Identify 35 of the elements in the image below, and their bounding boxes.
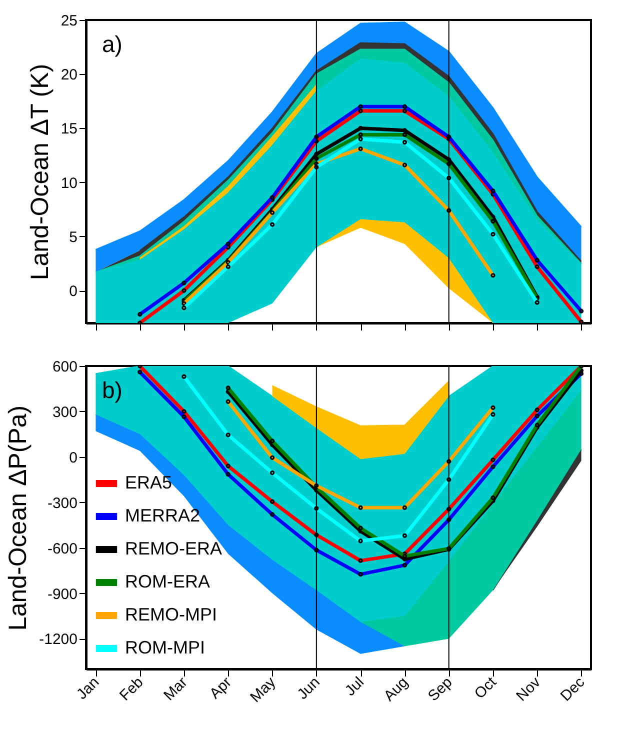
y-tick-label: -300: [47, 494, 78, 512]
legend-label: ROM-MPI: [125, 638, 205, 658]
y-tick-label: 600: [52, 358, 78, 376]
x-tick-label: Dec: [557, 674, 588, 705]
y-tick-label: 15: [60, 120, 78, 138]
x-tick-label: Jun: [294, 674, 324, 703]
y-tick-label: -900: [47, 586, 78, 603]
y-axis-title: Land-Ocean ΔT (K): [26, 64, 54, 280]
legend-label: MERRA2: [125, 506, 200, 526]
y-tick-label: 10: [60, 174, 78, 192]
x-tick-label: Sep: [424, 674, 456, 705]
y-tick-label: 5: [69, 228, 78, 246]
y-tick-label: -1200: [39, 631, 78, 648]
legend-label: REMO-ERA: [125, 538, 222, 558]
x-tick-label: May: [247, 673, 280, 706]
x-tick-label: Nov: [513, 674, 544, 705]
y-tick-label: -600: [47, 540, 78, 558]
legend-label: ROM-ERA: [125, 572, 210, 592]
x-tick-label: Jan: [73, 674, 103, 703]
x-tick-label: Apr: [206, 674, 236, 702]
y-axis-title: Land-Ocean ΔP(Pa): [4, 405, 32, 631]
legend-label: ERA5: [125, 472, 172, 492]
legend-label: REMO-MPI: [125, 604, 217, 624]
y-tick-label: 300: [52, 404, 78, 421]
x-tick-label: Feb: [116, 674, 147, 704]
x-tick-label: Aug: [380, 674, 412, 705]
x-tick-label: Mar: [160, 674, 191, 704]
x-tick-label: Jul: [342, 674, 368, 700]
y-tick-label: 0: [69, 449, 78, 466]
annotation: a): [102, 31, 122, 57]
x-tick-label: Oct: [471, 673, 500, 702]
y-tick-label: 25: [60, 12, 78, 30]
y-tick-label: 0: [69, 283, 78, 300]
y-tick-label: 20: [60, 66, 78, 84]
annotation: b): [102, 377, 122, 403]
